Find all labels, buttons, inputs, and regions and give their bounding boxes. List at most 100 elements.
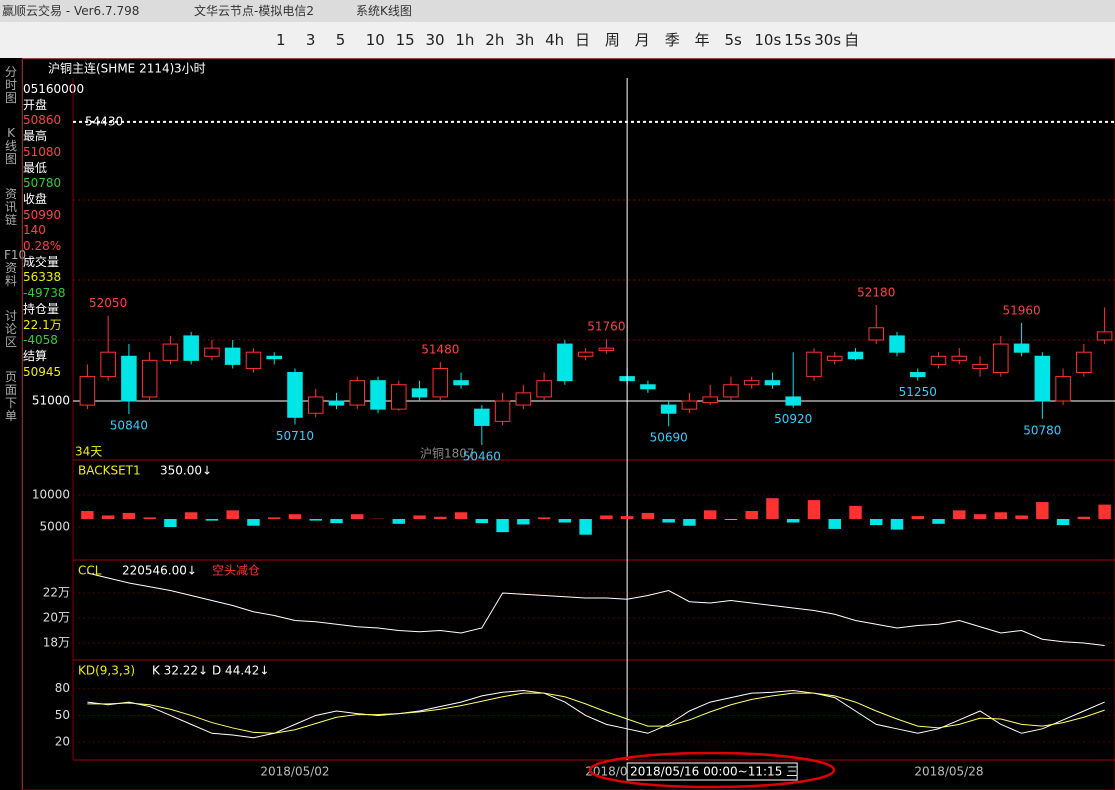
crosshair-box (626, 762, 798, 781)
candle-body (474, 408, 490, 426)
value: 50780 (23, 176, 62, 191)
indicator-name: BACKSET1 (78, 464, 141, 478)
bar (766, 498, 779, 520)
bar (351, 514, 364, 520)
period-button[interactable]: 15s (784, 31, 812, 49)
y-tick-label: 18万 (43, 636, 70, 650)
period-button[interactable]: 年 (694, 31, 710, 49)
bar (849, 505, 862, 520)
candle-body (432, 367, 449, 398)
bar (143, 517, 156, 520)
indicator-line (87, 572, 1105, 646)
candle-body (1096, 331, 1113, 341)
contract-label: 沪铜1807 (420, 446, 475, 461)
bar (1015, 515, 1028, 520)
label: 持仓量 (23, 301, 60, 316)
bar (579, 519, 592, 535)
candle-body (370, 380, 386, 410)
period-button[interactable]: 月 (634, 31, 650, 49)
bar (454, 512, 468, 520)
toolbar: 1 3 5 10 15 30 1h 2h 3h 4h 日周月季年 5s 10s 15s 30s 自 (0, 22, 1115, 59)
bar (1036, 502, 1049, 520)
side-tab[interactable]: 分时图 (4, 65, 17, 105)
candle-body (391, 384, 407, 410)
indicator-line (87, 692, 1105, 734)
period-button[interactable]: 5 (335, 31, 346, 49)
candle-body (910, 372, 926, 378)
period-button[interactable]: 1 (276, 31, 286, 49)
candle-body (453, 380, 469, 386)
price-label: 52180 (857, 286, 895, 300)
period-button[interactable]: 周 (604, 31, 620, 49)
bar (288, 514, 302, 520)
x-tick-label: 2018/05/02 (260, 765, 329, 779)
bar (434, 516, 447, 520)
y-tick-label: 80 (55, 681, 70, 695)
side-tab[interactable]: 资讯链 (4, 187, 17, 227)
bar (81, 511, 94, 520)
period-button[interactable]: 3 (305, 31, 316, 49)
bar (828, 519, 841, 529)
value: 22.1万 (23, 317, 62, 332)
side-tab[interactable]: K线图 (4, 126, 17, 166)
price-line-label: 51000 (32, 394, 70, 408)
candle-body (702, 396, 718, 404)
period-button[interactable]: 1h (455, 31, 475, 49)
bar (662, 519, 675, 523)
price-label: 52050 (89, 296, 127, 310)
bar (475, 519, 489, 524)
server-node[interactable]: 文华云节点-模拟电信2 (194, 4, 314, 18)
y-tick-label: 20 (55, 735, 70, 749)
candle-body (536, 380, 552, 398)
candle-body (266, 355, 282, 360)
period-button[interactable]: 日 (575, 31, 591, 49)
bar (620, 516, 634, 520)
bar (413, 515, 426, 520)
period-button[interactable]: 自 (844, 31, 860, 49)
candle-body (224, 347, 241, 365)
period-button[interactable]: 4h (545, 31, 565, 49)
candle-body (1034, 355, 1051, 402)
crosshair-label: 2018/05/16 00:00~11:15 三 (630, 765, 798, 779)
candle-body (411, 388, 428, 398)
y-tick-label: 50 (55, 708, 70, 722)
candle-body (619, 376, 635, 382)
side-tab[interactable]: 讨论区 (4, 309, 17, 349)
period-button[interactable]: 季 (664, 31, 680, 49)
period-button[interactable]: 15 (395, 31, 415, 49)
bar (1098, 504, 1111, 520)
bar (184, 512, 198, 520)
view-name: 系统K线图 (356, 4, 412, 18)
candle-body (1055, 376, 1071, 402)
period-button[interactable]: 3h (515, 31, 535, 49)
side-tab[interactable]: 页面下单 (4, 370, 17, 423)
period-button[interactable]: 10s (754, 31, 782, 49)
price-label: 50710 (276, 429, 314, 443)
value: 50990 (23, 207, 62, 222)
bar (786, 519, 800, 523)
side-tab[interactable]: F10资料 (4, 248, 27, 288)
period-button[interactable]: 10 (365, 31, 385, 49)
indicator-line (87, 690, 1105, 739)
period-button[interactable]: 5s (724, 31, 742, 49)
days-label: 34天 (75, 445, 102, 459)
value: 140 (23, 223, 46, 238)
candle-body (141, 359, 158, 398)
bar (392, 519, 406, 524)
candle-body (1013, 343, 1030, 353)
candle-body (785, 396, 801, 406)
candle-body (183, 335, 199, 361)
value: 56338 (23, 270, 62, 285)
bar (558, 519, 572, 523)
indicator-name: KD(9,3,3) (78, 664, 135, 678)
period-button[interactable]: 2h (485, 31, 505, 49)
period-button[interactable]: 30 (425, 31, 445, 49)
candle-body (204, 347, 220, 357)
candle-body (847, 351, 864, 360)
label: 结算 (23, 348, 48, 363)
bar (724, 519, 738, 520)
chart-frame (21, 58, 1115, 790)
period-button[interactable]: 30s (814, 31, 842, 49)
price-label: 50460 (463, 449, 501, 463)
